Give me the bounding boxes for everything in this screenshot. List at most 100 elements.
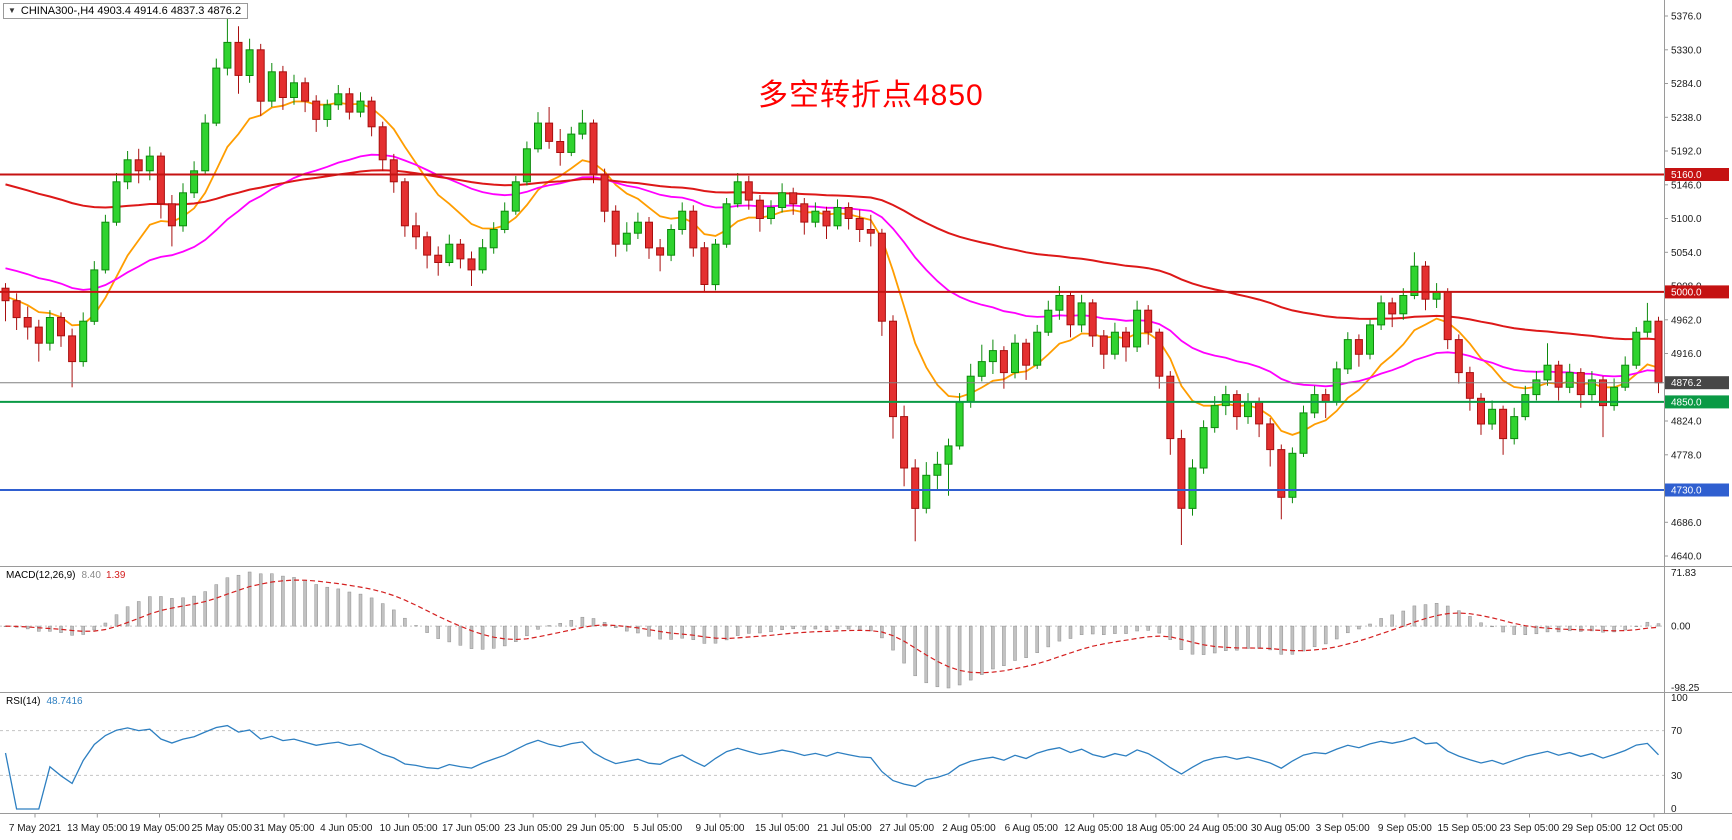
- macd-indicator-label[interactable]: MACD(12,26,9) 8.40 1.39: [6, 570, 125, 581]
- price-badge: [1665, 483, 1729, 497]
- price-badge-label: 5000.0: [1671, 287, 1702, 298]
- candle: [1477, 397, 1485, 425]
- candle: [367, 100, 376, 128]
- candle: [12, 300, 21, 319]
- candle: [911, 467, 920, 509]
- candle: [1499, 408, 1508, 440]
- time-axis[interactable]: 7 May 2021 13 May 05:00 19 May 05:00 25 May…: [9, 813, 1683, 835]
- macd-name: MACD(12,26,9): [6, 570, 76, 581]
- time-label: 29 Sep 05:00: [1562, 823, 1622, 834]
- candle: [1343, 339, 1352, 370]
- candle: [966, 375, 975, 403]
- price-badge-label: 4850.0: [1671, 397, 1702, 408]
- candle: [334, 93, 343, 106]
- rsi-value: 48.7416: [46, 696, 83, 707]
- price-tick-label: 5238.0: [1671, 113, 1702, 124]
- candle: [700, 247, 709, 286]
- price-tick-label: 4686.0: [1671, 518, 1702, 529]
- rsi-line: [4, 724, 1659, 810]
- candle: [689, 210, 698, 249]
- candle: [1310, 394, 1319, 414]
- candle: [733, 181, 742, 205]
- candle: [656, 247, 665, 256]
- candle: [179, 192, 187, 227]
- price-tick-label: 4916.0: [1671, 349, 1702, 360]
- candle: [245, 49, 254, 76]
- panel-separators: [0, 0, 1732, 814]
- candle: [312, 100, 321, 120]
- candle: [467, 258, 476, 271]
- candle: [1421, 265, 1430, 300]
- candle: [944, 445, 953, 465]
- candle: [811, 210, 820, 223]
- candle: [123, 159, 132, 183]
- macd-axis: 71.83 0.00 -98.25: [1671, 568, 1700, 694]
- candle: [534, 122, 542, 150]
- svg-text:70: 70: [1671, 726, 1683, 737]
- time-label: 2 Aug 05:00: [942, 823, 996, 834]
- chart-annotation-text[interactable]: 多空转折点4850: [758, 79, 984, 112]
- candle: [866, 229, 875, 234]
- price-tick-label: 5330.0: [1671, 45, 1702, 56]
- candle: [844, 207, 853, 219]
- candle: [34, 326, 43, 344]
- time-label: 15 Jul 05:00: [755, 823, 810, 834]
- svg-text:0: 0: [1671, 804, 1677, 815]
- candle: [1055, 295, 1064, 311]
- price-tick-label: 4824.0: [1671, 417, 1702, 428]
- candle: [1576, 372, 1585, 396]
- candle: [389, 159, 398, 183]
- candle: [301, 82, 310, 102]
- price-badge: [1665, 376, 1729, 390]
- candle: [445, 243, 454, 263]
- rsi-layer: [0, 724, 1664, 810]
- candle: [633, 221, 642, 234]
- candle: [1388, 302, 1397, 315]
- candle: [522, 148, 531, 183]
- candle: [1554, 364, 1563, 388]
- time-label: 25 May 05:00: [191, 823, 252, 834]
- macd-value-signal: 1.39: [105, 570, 126, 581]
- candle: [1255, 401, 1264, 425]
- symbol-ohlc-text: CHINA300-,H4 4903.4 4914.6 4837.3 4876.2: [20, 5, 242, 17]
- candle: [1077, 302, 1086, 326]
- macd-layer: [0, 571, 1664, 689]
- candle: [933, 463, 942, 476]
- symbol-header[interactable]: ▼ CHINA300-,H4 4903.4 4914.6 4837.3 4876…: [3, 3, 249, 19]
- candle: [889, 320, 897, 418]
- candle: [1166, 375, 1175, 440]
- collapse-arrow-icon[interactable]: ▼: [8, 6, 16, 15]
- rsi-indicator-label[interactable]: RSI(14) 48.7416: [6, 696, 83, 707]
- price-axis[interactable]: 5376.0 5330.0 5284.0 5238.0 5192.0 5146.0 5100…: [1664, 12, 1729, 563]
- price-tick-label: 5100.0: [1671, 214, 1702, 225]
- candle: [1288, 452, 1297, 498]
- candle: [800, 203, 809, 223]
- candles-layer: [1, 16, 1663, 545]
- time-label: 21 Jul 05:00: [817, 823, 872, 834]
- candle: [1654, 320, 1663, 384]
- candle: [822, 210, 831, 227]
- horizontal-lines[interactable]: [0, 173, 1664, 491]
- candle: [234, 41, 243, 76]
- price-tick-label: 5054.0: [1671, 248, 1702, 259]
- candle: [922, 474, 931, 509]
- candle: [1488, 408, 1497, 425]
- candle: [1543, 364, 1552, 381]
- candle: [1099, 335, 1108, 355]
- svg-text:71.83: 71.83: [1671, 568, 1696, 579]
- time-label: 4 Jun 05:00: [320, 823, 373, 834]
- candle: [1510, 416, 1519, 440]
- candle: [1022, 342, 1031, 366]
- candle: [678, 210, 687, 230]
- candle: [1565, 372, 1574, 388]
- candle: [1532, 379, 1541, 396]
- time-label: 23 Jun 05:00: [504, 823, 562, 834]
- candle: [589, 122, 598, 175]
- candle: [545, 122, 554, 142]
- candle: [1632, 331, 1641, 366]
- macd-value-main: 8.40: [81, 570, 101, 581]
- candle: [190, 170, 199, 194]
- candle: [400, 181, 409, 227]
